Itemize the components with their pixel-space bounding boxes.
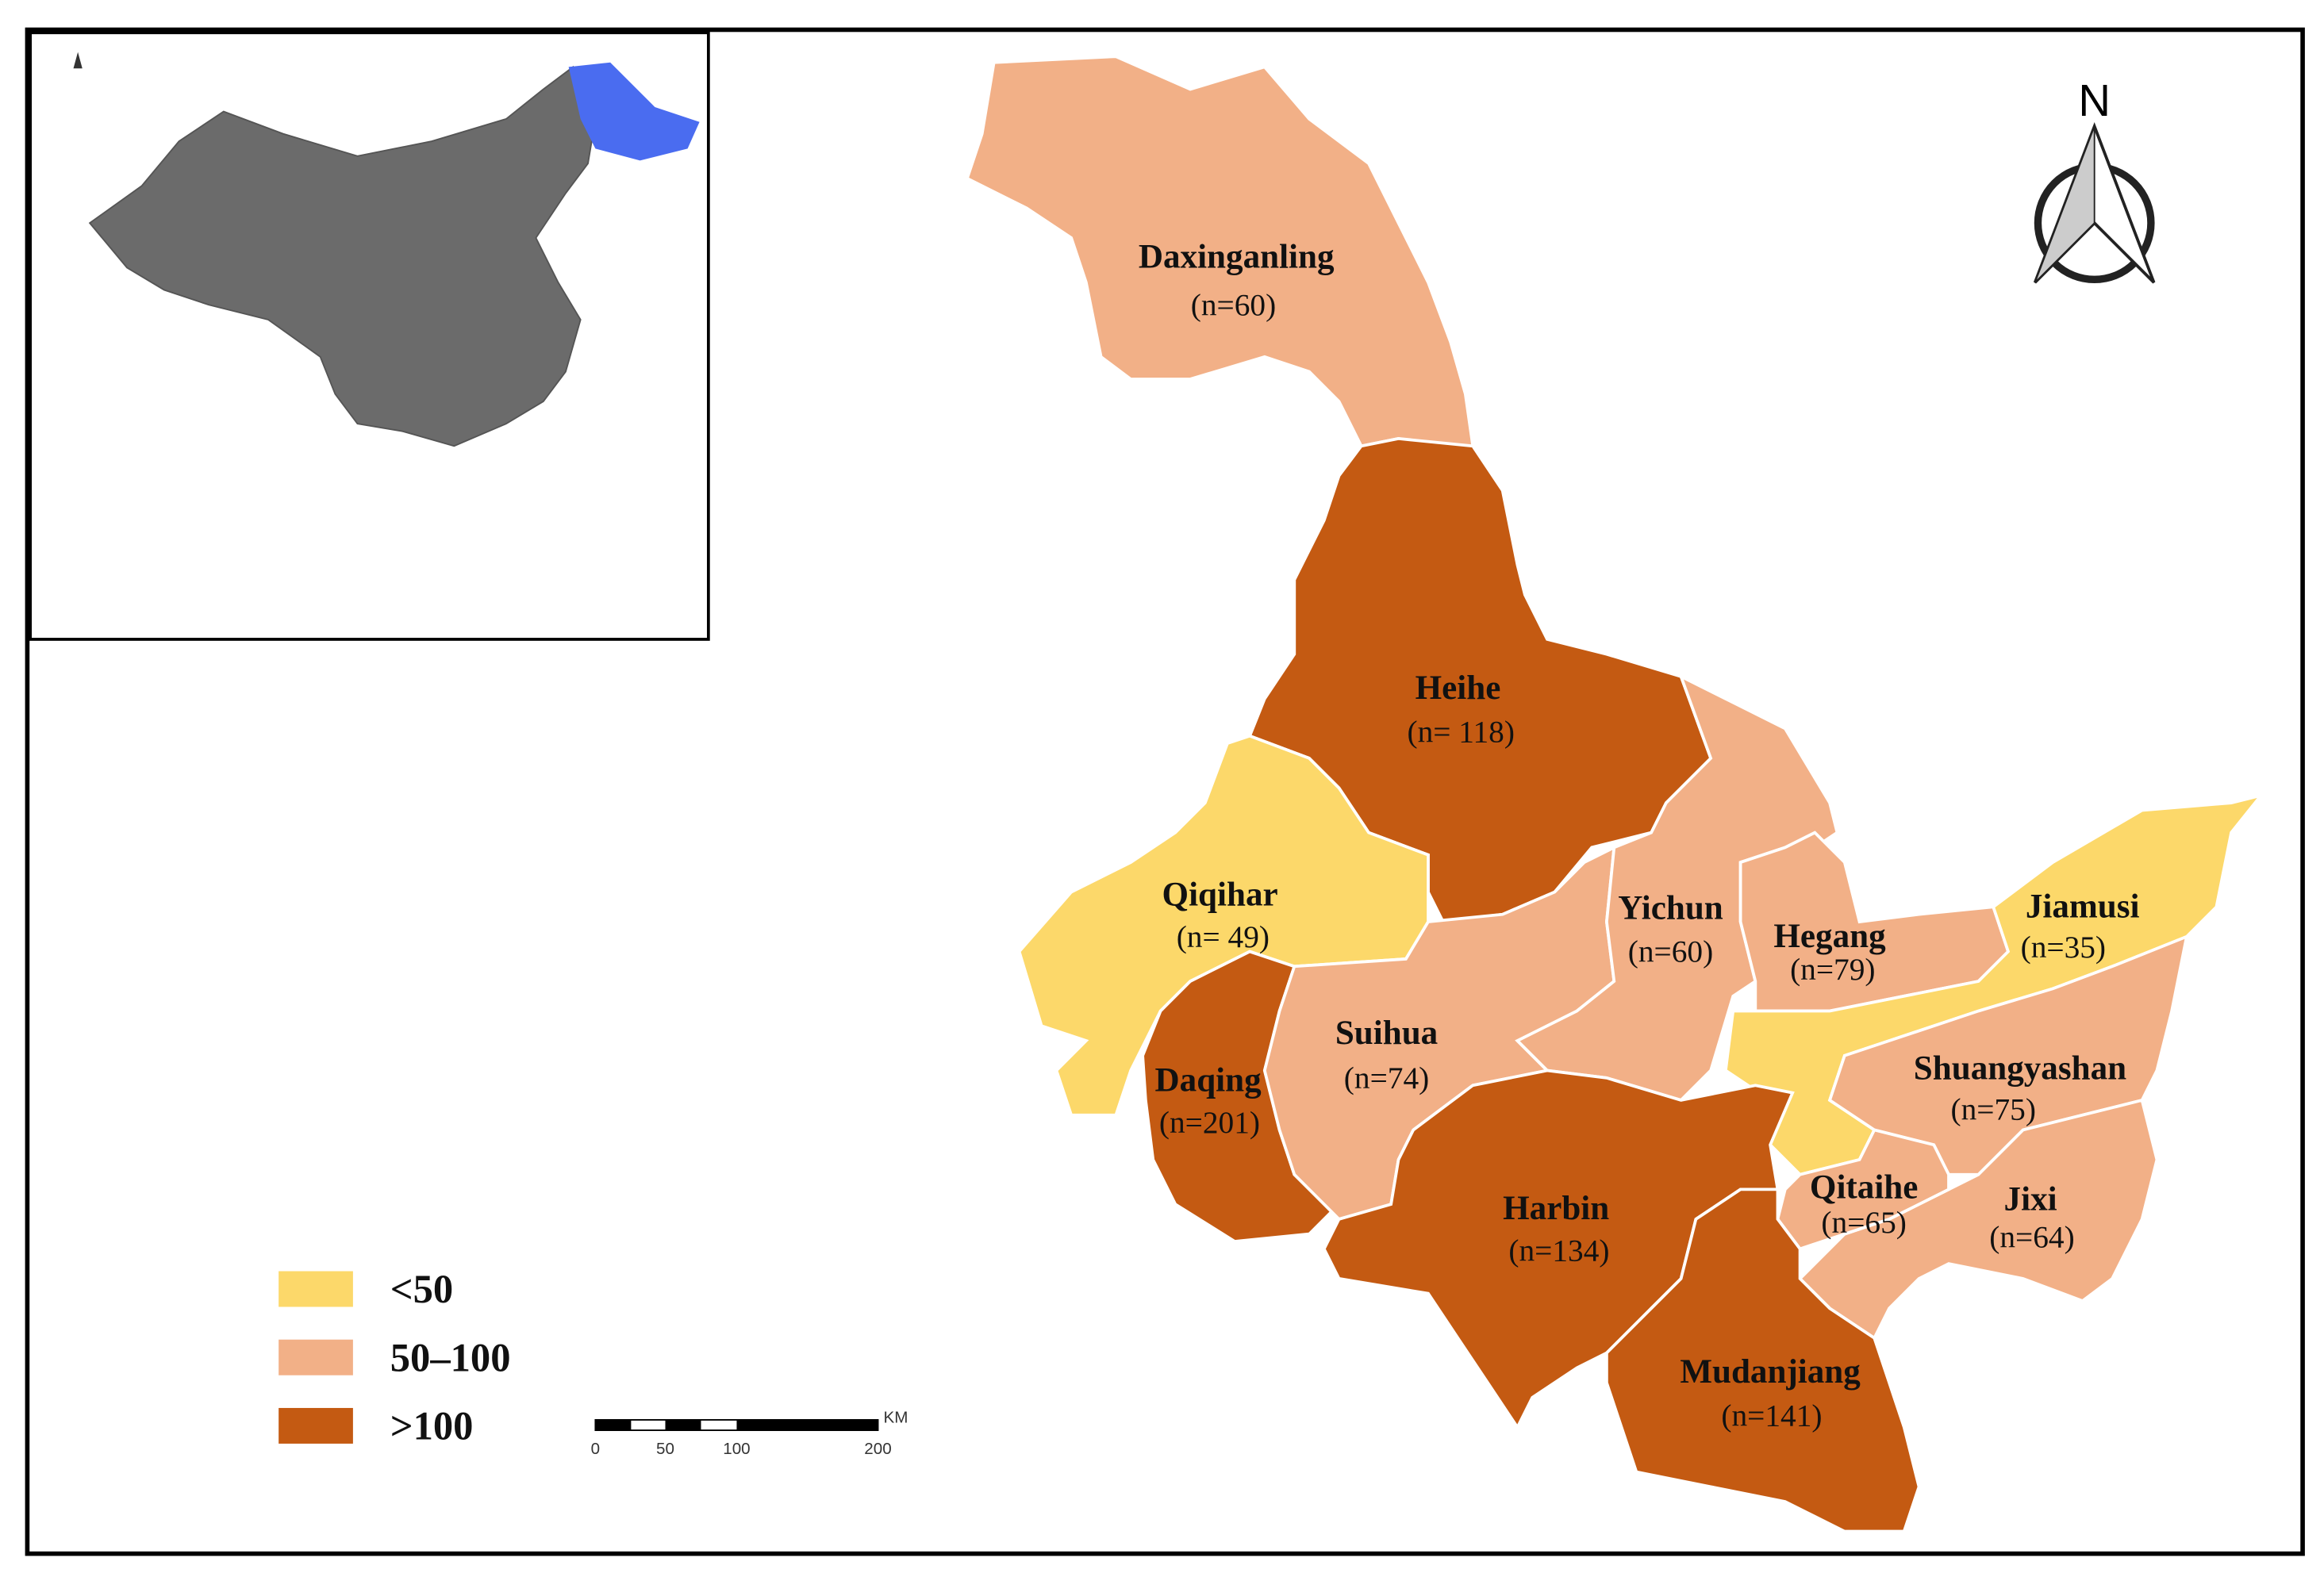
legend-label: <50 (390, 1267, 453, 1311)
region-count: (n=64) (1989, 1220, 2074, 1255)
scale-tick: 50 (656, 1440, 674, 1458)
regions (965, 55, 2265, 1533)
north-label: N (2078, 75, 2111, 125)
region-name: Harbin (1503, 1190, 1609, 1227)
region-count: (n=201) (1159, 1105, 1260, 1140)
inset-country (88, 65, 597, 447)
region-name: Suihua (1335, 1015, 1438, 1052)
region-count: (n=60) (1191, 287, 1276, 322)
scale-tick: 100 (723, 1440, 750, 1458)
legend: <50 50–100 >100 (278, 1267, 511, 1448)
region (1605, 1187, 1921, 1533)
legend-swatch (278, 1339, 353, 1375)
region-count: (n=35) (2021, 930, 2106, 965)
region-name: Qiqihar (1162, 876, 1278, 913)
north-arrow: N (2033, 75, 2156, 284)
region-name: Daqing (1155, 1062, 1262, 1099)
scale-segment (736, 1419, 878, 1431)
region-name: Shuangyashan (1914, 1050, 2126, 1088)
region-count: (n=60) (1628, 934, 1713, 969)
scale-segment (665, 1419, 701, 1431)
region-name: Heihe (1416, 669, 1501, 707)
region-count: (n= 118) (1407, 714, 1515, 749)
legend-swatch (278, 1271, 353, 1307)
region-name: Daxinganling (1139, 238, 1335, 275)
region-name: Hegang (1773, 918, 1886, 955)
scale-bar: 0 50 100 200 KM (591, 1409, 908, 1458)
region-count: (n= 49) (1177, 919, 1270, 954)
region-count: (n=79) (1790, 952, 1875, 987)
region-name: Mudanjiang (1680, 1353, 1861, 1391)
inset-map (29, 31, 710, 641)
legend-label: 50–100 (390, 1335, 511, 1379)
region-name: Yichun (1618, 889, 1723, 927)
scale-tick: 200 (864, 1440, 891, 1458)
region-count: (n=74) (1344, 1061, 1429, 1095)
region-count: (n=134) (1508, 1233, 1609, 1268)
region-name: Jiamusi (2026, 888, 2140, 925)
scale-segment (595, 1419, 632, 1431)
scale-unit: KM (884, 1409, 908, 1427)
region-count: (n=141) (1721, 1398, 1822, 1433)
region-labels: Daxinganling (n=60) Heihe (n= 118) Qiqihar (n… (1139, 238, 2140, 1433)
north-shade (2034, 125, 2095, 283)
region (1017, 734, 1430, 1117)
inset-highlight (568, 62, 700, 161)
inset-north (73, 52, 83, 69)
region-count: (n=65) (1821, 1205, 1906, 1240)
region-count: (n=75) (1951, 1092, 2036, 1126)
legend-label: >100 (390, 1404, 474, 1448)
region-name: Qitaihe (1810, 1169, 1918, 1207)
scale-tick: 0 (591, 1440, 600, 1458)
region-name: Jixi (2004, 1181, 2057, 1218)
legend-swatch (278, 1407, 353, 1444)
